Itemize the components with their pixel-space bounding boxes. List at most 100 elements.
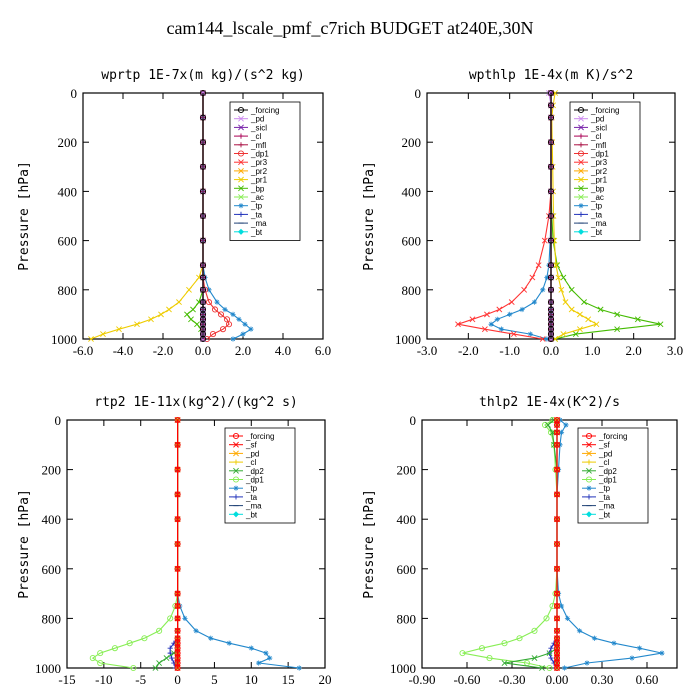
data-point (547, 114, 555, 121)
data-point (553, 421, 561, 429)
x-tick-label: -4.0 (113, 343, 134, 358)
data-point (547, 299, 555, 306)
legend-entry: _ta (598, 493, 611, 502)
legend-entry: _mfl (250, 141, 266, 150)
data-point (547, 188, 555, 195)
data-point (553, 590, 561, 597)
legend-entry: _forcing (245, 432, 274, 441)
y-tick-label: 600 (402, 234, 422, 249)
data-point (553, 516, 561, 523)
data-point (484, 311, 490, 318)
chart-panel-2: wpthlp 1E-4x(m K)/s^2 Pressure [hPa] -3.0 -… (362, 68, 683, 358)
data-point (547, 262, 555, 269)
data-point (545, 422, 551, 428)
data-point (593, 321, 600, 328)
series-dp1 (89, 416, 181, 672)
x-tick-label: 2.0 (235, 343, 251, 358)
data-point (209, 331, 217, 338)
series-line (490, 93, 552, 340)
y-tick-label: 800 (42, 611, 62, 626)
data-point (561, 665, 568, 671)
legend-entry: _sf (598, 441, 610, 450)
legend-entry: _ta (250, 210, 263, 219)
data-point (547, 237, 555, 244)
data-point (581, 299, 587, 306)
legend-marker (578, 194, 584, 200)
data-point (553, 615, 561, 622)
legend-marker (238, 167, 244, 174)
data-point (553, 565, 561, 572)
y-tick-label: 0 (71, 86, 78, 101)
data-point (217, 311, 225, 318)
data-point (544, 274, 550, 281)
data-point (543, 615, 550, 622)
data-point (516, 635, 523, 642)
series-pr3 (455, 90, 554, 342)
x-tick-label: -3.0 (417, 343, 438, 358)
x-tick-label: 15 (282, 672, 295, 687)
data-point (248, 326, 254, 332)
panel-title: rtp2 1E-11x(kg^2)/(kg^2 s) (94, 395, 298, 410)
data-point (167, 645, 173, 651)
data-point (148, 316, 154, 323)
legend-marker (233, 494, 239, 500)
data-point (199, 274, 207, 281)
data-point (158, 311, 164, 318)
data-point (214, 299, 220, 305)
data-point (547, 102, 555, 109)
data-point (498, 326, 504, 332)
legend-marker (237, 150, 245, 157)
data-point (560, 274, 567, 281)
data-point (263, 650, 269, 656)
legend-entry: _dp1 (245, 476, 264, 485)
y-tick-label: 800 (402, 283, 422, 298)
legend-entry: _pd (245, 449, 259, 458)
legend-marker (586, 441, 592, 448)
legend-entry: _sf (245, 441, 257, 450)
data-point (190, 306, 196, 313)
y-axis-label: Pressure [hPa] (362, 489, 377, 599)
data-point (174, 441, 181, 448)
x-tick-label: 0.60 (636, 672, 659, 687)
legend-entry: _bt (245, 510, 258, 519)
x-tick-label: 5 (211, 672, 218, 687)
legend-entry: _forcing (598, 432, 627, 441)
data-point (176, 299, 182, 306)
data-point (540, 287, 546, 293)
data-point (577, 326, 583, 333)
y-tick-label: 200 (397, 463, 417, 478)
y-tick-label: 800 (58, 283, 78, 298)
legend-marker (232, 476, 240, 483)
chart-panel-1: wprtp 1E-7x(m kg)/(s^2 kg) Pressure [hPa]… (17, 68, 331, 358)
data-point (199, 163, 207, 170)
legend-entry: _dp1 (590, 150, 609, 159)
data-point (541, 237, 548, 244)
legend-marker (238, 203, 244, 209)
plot-frame (66, 419, 326, 669)
data-point (546, 664, 553, 672)
data-point (558, 429, 565, 435)
data-point (152, 665, 159, 671)
legend-entry: _ma (245, 502, 262, 511)
data-point (486, 655, 493, 662)
legend-marker (578, 142, 584, 148)
data-point (659, 650, 665, 656)
data-point (188, 316, 194, 323)
legend-marker (578, 203, 584, 209)
legend-entry: _dp1 (598, 476, 617, 485)
legend-entry: _pd (590, 115, 604, 124)
legend-marker (233, 485, 239, 491)
data-point (577, 311, 583, 318)
data-point (614, 326, 621, 333)
legend-marker (237, 228, 245, 235)
legend-entry: _ta (245, 493, 258, 502)
series-line (504, 419, 558, 669)
legend: _forcing_pd_sicl_cl_mfl_dp1_pr3_pr2_pr1_… (229, 101, 301, 241)
data-point (236, 316, 242, 322)
y-tick-label: 600 (58, 234, 78, 249)
data-point (553, 441, 561, 448)
series-forcing (199, 89, 207, 343)
data-point (657, 321, 664, 328)
data-point (134, 321, 140, 328)
x-tick-label: -0.60 (453, 672, 480, 687)
